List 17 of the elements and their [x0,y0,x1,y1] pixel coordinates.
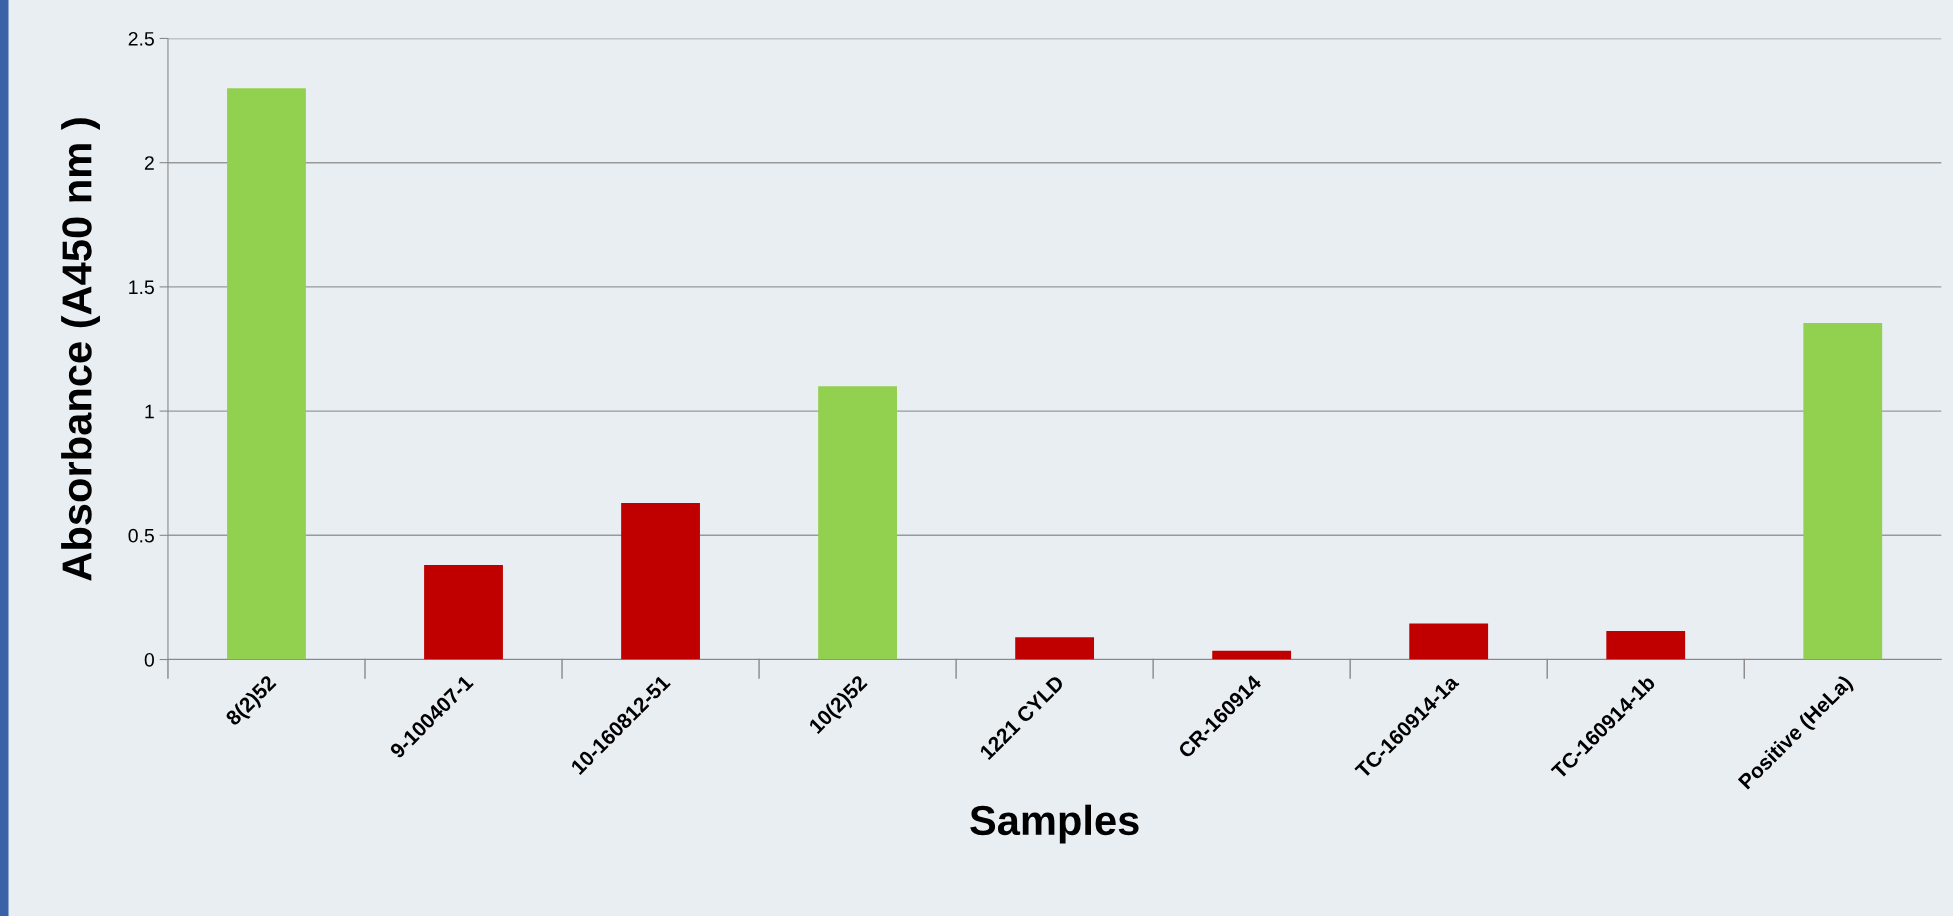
y-tick-label: 0 [144,652,154,667]
bar [621,503,700,660]
y-tick-label: 2 [144,156,154,170]
bar [227,88,306,660]
y-tick-label: 1.5 [129,280,154,295]
bar [1606,630,1686,660]
y-axis-title: Absorbance (A450 nm ) [61,118,100,581]
bar [818,386,897,660]
y-tick-label: 0.5 [128,528,154,543]
bar [1212,650,1292,660]
bar [1015,637,1095,660]
x-axis-title: Samples [970,804,1139,844]
y-tick-label: 1 [145,404,154,419]
bar [1803,322,1883,660]
y-tick-label: 2.5 [128,31,154,46]
bar [424,565,503,660]
bar [1409,623,1489,660]
